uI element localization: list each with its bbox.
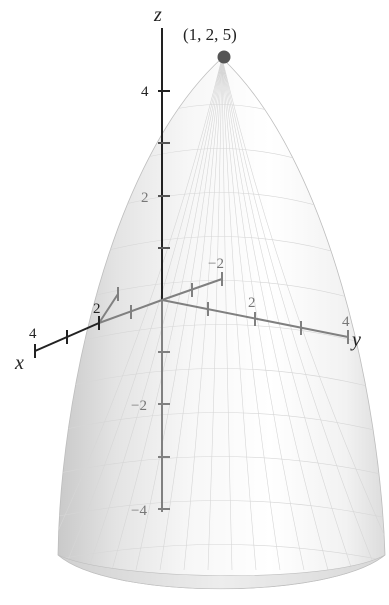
- y-tick-label-4: 4: [342, 314, 350, 330]
- x-axis-gray: [98, 293, 119, 324]
- mesh-meridian: [159, 58, 223, 571]
- y-axis-label: y: [350, 329, 361, 351]
- vertex-label: (1, 2, 5): [183, 25, 237, 44]
- z-axis-ticks: [158, 90, 170, 510]
- x-axis-label: x: [14, 352, 24, 374]
- surface-rim: [57, 554, 386, 589]
- mesh-meridian: [135, 58, 223, 571]
- mesh-level-curve: [58, 456, 385, 485]
- mesh-meridian: [221, 58, 329, 571]
- mesh-meridian: [221, 58, 257, 571]
- x-axis-ticks: [34, 287, 132, 358]
- mesh-level-curve: [58, 500, 385, 529]
- mesh-meridian: [111, 58, 223, 571]
- z-tick-label-4: 4: [141, 84, 149, 100]
- z-tick-label-neg2: −2: [131, 398, 147, 414]
- mesh-meridian: [183, 58, 223, 571]
- mesh-level-curve: [58, 368, 385, 397]
- vertex-point: [217, 50, 231, 64]
- y-tick-label-2: 2: [248, 295, 256, 311]
- mesh-meridian: [221, 58, 385, 571]
- mesh-meridian: [63, 58, 223, 571]
- y-tick-label-neg2: −2: [208, 256, 224, 272]
- x-tick-label-2: 2: [93, 301, 101, 317]
- mesh-meridian: [58, 58, 223, 571]
- z-axis-label: z: [153, 4, 162, 26]
- mesh-meridian: [221, 58, 377, 571]
- mesh-meridian: [221, 58, 305, 571]
- mesh-level-curve: [58, 412, 385, 441]
- mesh-meridian: [221, 58, 353, 571]
- y-axis-ticks: [191, 272, 349, 344]
- x-tick-label-4: 4: [29, 326, 37, 342]
- mesh-meridian: [87, 58, 223, 571]
- z-tick-label-neg4: −4: [131, 503, 147, 519]
- z-tick-label-2: 2: [141, 190, 149, 206]
